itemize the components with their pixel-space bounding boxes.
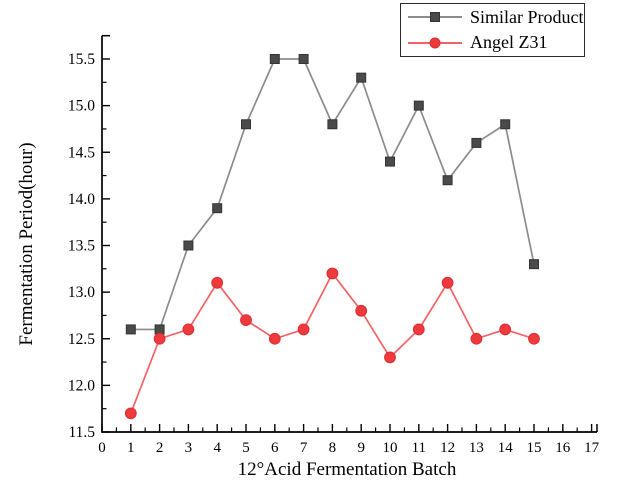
svg-text:1: 1 xyxy=(127,440,135,456)
svg-text:14: 14 xyxy=(498,440,514,456)
svg-text:6: 6 xyxy=(271,440,279,456)
svg-text:13.0: 13.0 xyxy=(68,284,95,301)
svg-text:0: 0 xyxy=(98,440,106,456)
svg-text:2: 2 xyxy=(156,440,164,456)
y-axis-title: Fermentation Period(hour) xyxy=(16,142,37,346)
svg-text:15.5: 15.5 xyxy=(68,51,95,68)
legend-sample-line xyxy=(408,11,462,23)
svg-text:11.5: 11.5 xyxy=(68,424,95,441)
legend-sample-line xyxy=(408,37,462,49)
x-axis-title: 12°Acid Fermentation Batch xyxy=(237,459,457,480)
svg-text:13.5: 13.5 xyxy=(68,238,95,255)
svg-text:15: 15 xyxy=(527,440,542,456)
svg-text:9: 9 xyxy=(357,440,365,456)
svg-text:17: 17 xyxy=(584,440,600,456)
square-marker-icon xyxy=(430,12,440,23)
svg-text:16: 16 xyxy=(555,440,571,456)
svg-text:5: 5 xyxy=(242,440,250,456)
svg-text:4: 4 xyxy=(213,440,221,456)
legend-box: Similar Product Angel Z31 xyxy=(400,3,585,57)
svg-text:12.5: 12.5 xyxy=(68,331,95,348)
circle-marker-icon xyxy=(429,37,441,49)
svg-text:14.5: 14.5 xyxy=(68,144,95,161)
svg-text:7: 7 xyxy=(300,440,308,456)
svg-text:15.0: 15.0 xyxy=(68,98,95,115)
svg-text:3: 3 xyxy=(185,440,193,456)
svg-text:10: 10 xyxy=(383,440,398,456)
legend-label: Angel Z31 xyxy=(470,32,548,53)
legend-label: Similar Product xyxy=(470,6,584,27)
svg-text:12: 12 xyxy=(440,440,455,456)
svg-text:14.0: 14.0 xyxy=(68,191,95,208)
svg-text:8: 8 xyxy=(329,440,337,456)
svg-text:13: 13 xyxy=(469,440,484,456)
legend-entry-similar-product: Similar Product xyxy=(408,5,584,29)
legend-entry-angel-z31: Angel Z31 xyxy=(408,31,584,55)
svg-text:11: 11 xyxy=(412,440,426,456)
svg-text:12.0: 12.0 xyxy=(68,377,95,394)
